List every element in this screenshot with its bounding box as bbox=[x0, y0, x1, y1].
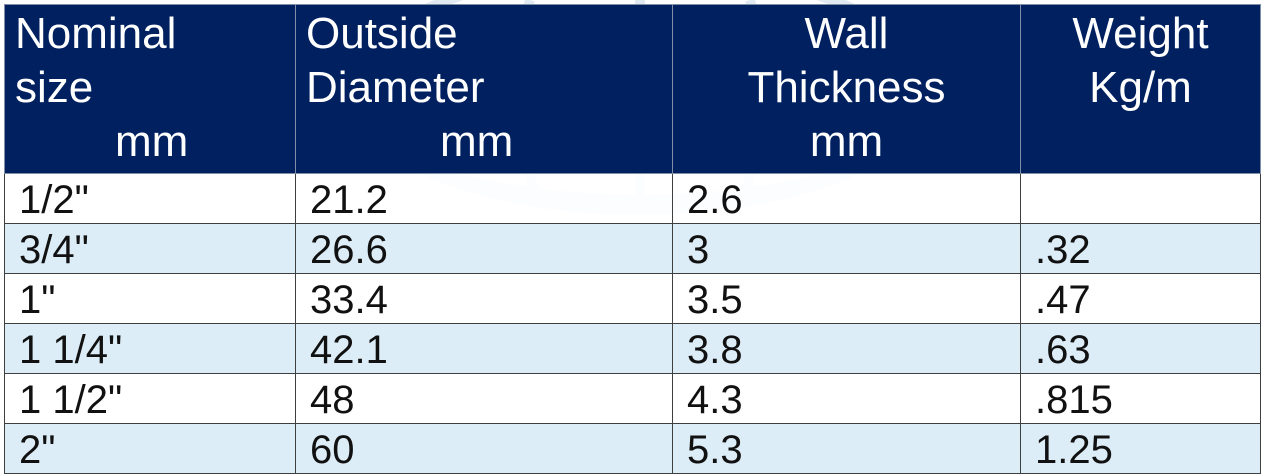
header-text: Wall bbox=[804, 9, 889, 58]
cell-weight: .815 bbox=[1020, 373, 1261, 424]
header-unit: Kg/m bbox=[1089, 63, 1192, 112]
cell-outside-diameter: 42.1 bbox=[295, 323, 673, 374]
cell-wall-thickness: 3.5 bbox=[672, 273, 1021, 324]
table-row: 1/2" 21.2 2.6 bbox=[4, 173, 1261, 224]
table-row: 1" 33.4 3.5 .47 bbox=[4, 273, 1261, 324]
table-row: 1 1/2" 48 4.3 .815 bbox=[4, 373, 1261, 424]
table-body: 1/2" 21.2 2.6 3/4" 26.6 3 .32 1" 33.4 3.… bbox=[4, 173, 1261, 474]
cell-nominal-size: 2" bbox=[4, 423, 296, 474]
header-text: Outside bbox=[306, 9, 458, 58]
cell-nominal-size: 1" bbox=[4, 273, 296, 324]
cell-outside-diameter: 26.6 bbox=[295, 223, 673, 274]
header-text: Diameter bbox=[306, 63, 485, 112]
header-row: Nominal size mm Outside Diameter mm Wall… bbox=[4, 4, 1261, 174]
header-text: Weight bbox=[1072, 9, 1209, 58]
cell-outside-diameter: 21.2 bbox=[295, 173, 673, 224]
header-outside-diameter: Outside Diameter mm bbox=[295, 4, 673, 174]
cell-wall-thickness: 2.6 bbox=[672, 173, 1021, 224]
header-unit: mm bbox=[809, 117, 884, 166]
cell-weight: .47 bbox=[1020, 273, 1261, 324]
header-weight: Weight Kg/m bbox=[1020, 4, 1261, 174]
cell-nominal-size: 1 1/4" bbox=[4, 323, 296, 374]
cell-wall-thickness: 4.3 bbox=[672, 373, 1021, 424]
header-unit: mm bbox=[440, 117, 514, 166]
table-row: 3/4" 26.6 3 .32 bbox=[4, 223, 1261, 274]
header-unit: mm bbox=[115, 117, 189, 166]
table-row: 1 1/4" 42.1 3.8 .63 bbox=[4, 323, 1261, 374]
header-wall-thickness: Wall Thickness mm bbox=[672, 4, 1021, 174]
header-text: Nominal bbox=[15, 9, 177, 58]
cell-nominal-size: 3/4" bbox=[4, 223, 296, 274]
cell-weight: .63 bbox=[1020, 323, 1261, 374]
cell-weight: .32 bbox=[1020, 223, 1261, 274]
cell-nominal-size: 1/2" bbox=[4, 173, 296, 224]
cell-wall-thickness: 3.8 bbox=[672, 323, 1021, 374]
header-text: size bbox=[15, 63, 94, 112]
header-text: Thickness bbox=[747, 63, 946, 112]
table-header: Nominal size mm Outside Diameter mm Wall… bbox=[4, 4, 1261, 174]
cell-outside-diameter: 48 bbox=[295, 373, 673, 424]
cell-weight: 1.25 bbox=[1020, 423, 1261, 474]
table-row: 2" 60 5.3 1.25 bbox=[4, 423, 1261, 474]
pipe-spec-table: Nominal size mm Outside Diameter mm Wall… bbox=[4, 4, 1261, 474]
cell-wall-thickness: 3 bbox=[672, 223, 1021, 274]
cell-nominal-size: 1 1/2" bbox=[4, 373, 296, 424]
header-nominal-size: Nominal size mm bbox=[4, 4, 296, 174]
cell-wall-thickness: 5.3 bbox=[672, 423, 1021, 474]
cell-outside-diameter: 33.4 bbox=[295, 273, 673, 324]
cell-weight bbox=[1020, 173, 1261, 224]
cell-outside-diameter: 60 bbox=[295, 423, 673, 474]
